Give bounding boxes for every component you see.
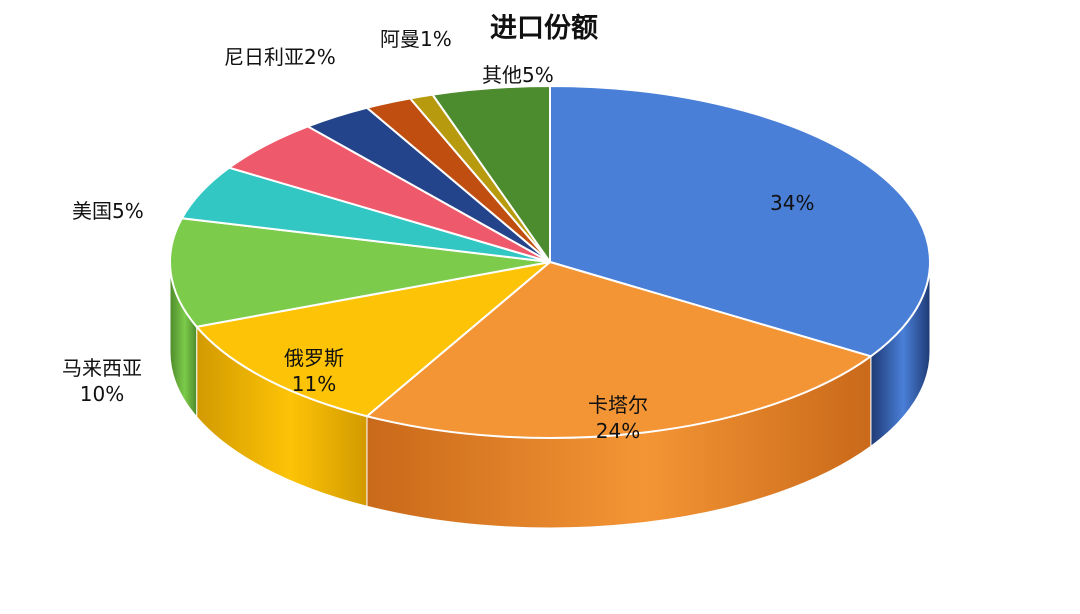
slice-label-oman: 阿曼1% bbox=[380, 26, 452, 52]
slice-label-nigeria-value: 2% bbox=[304, 45, 336, 69]
slice-label-oman-value: 1% bbox=[420, 27, 452, 51]
pie-slice-10-top bbox=[431, 85, 551, 263]
slice-label-1: 34% bbox=[770, 190, 814, 216]
slice-label-other: 其他5% bbox=[482, 62, 554, 88]
slice-label-nigeria: 尼日利亚2% bbox=[224, 44, 336, 70]
slice-label-malaysia: 马来西亚 10% bbox=[62, 355, 142, 407]
slice-label-other-name: 其他 bbox=[482, 63, 522, 87]
pie-slice-1-top bbox=[549, 85, 931, 358]
chart-title: 进口份额 bbox=[490, 13, 598, 44]
slice-label-1-value: 34% bbox=[770, 191, 815, 215]
slice-label-qatar: 卡塔尔 24% bbox=[588, 392, 648, 444]
pie-top-faces bbox=[169, 85, 931, 440]
slice-label-usa: 美国5% bbox=[72, 198, 144, 224]
slice-label-russia-value: 11% bbox=[291, 372, 337, 396]
slice-label-russia: 俄罗斯 11% bbox=[284, 345, 344, 397]
pie-slice-4-top bbox=[169, 217, 551, 328]
slice-label-oman-name: 阿曼 bbox=[380, 27, 420, 51]
pie-slice-3-top bbox=[195, 261, 551, 418]
pie-slice-2-top bbox=[365, 261, 872, 440]
slice-label-malaysia-name: 马来西亚 bbox=[62, 356, 142, 380]
slice-label-other-value: 5% bbox=[522, 63, 554, 87]
slice-label-russia-name: 俄罗斯 bbox=[284, 346, 344, 370]
slice-label-qatar-name: 卡塔尔 bbox=[588, 393, 648, 417]
slice-label-qatar-value: 24% bbox=[595, 419, 641, 443]
slice-label-malaysia-value: 10% bbox=[79, 382, 125, 406]
slice-label-usa-name: 美国 bbox=[72, 199, 112, 223]
slice-label-usa-value: 5% bbox=[112, 199, 144, 223]
slice-label-nigeria-name: 尼日利亚 bbox=[224, 45, 304, 69]
